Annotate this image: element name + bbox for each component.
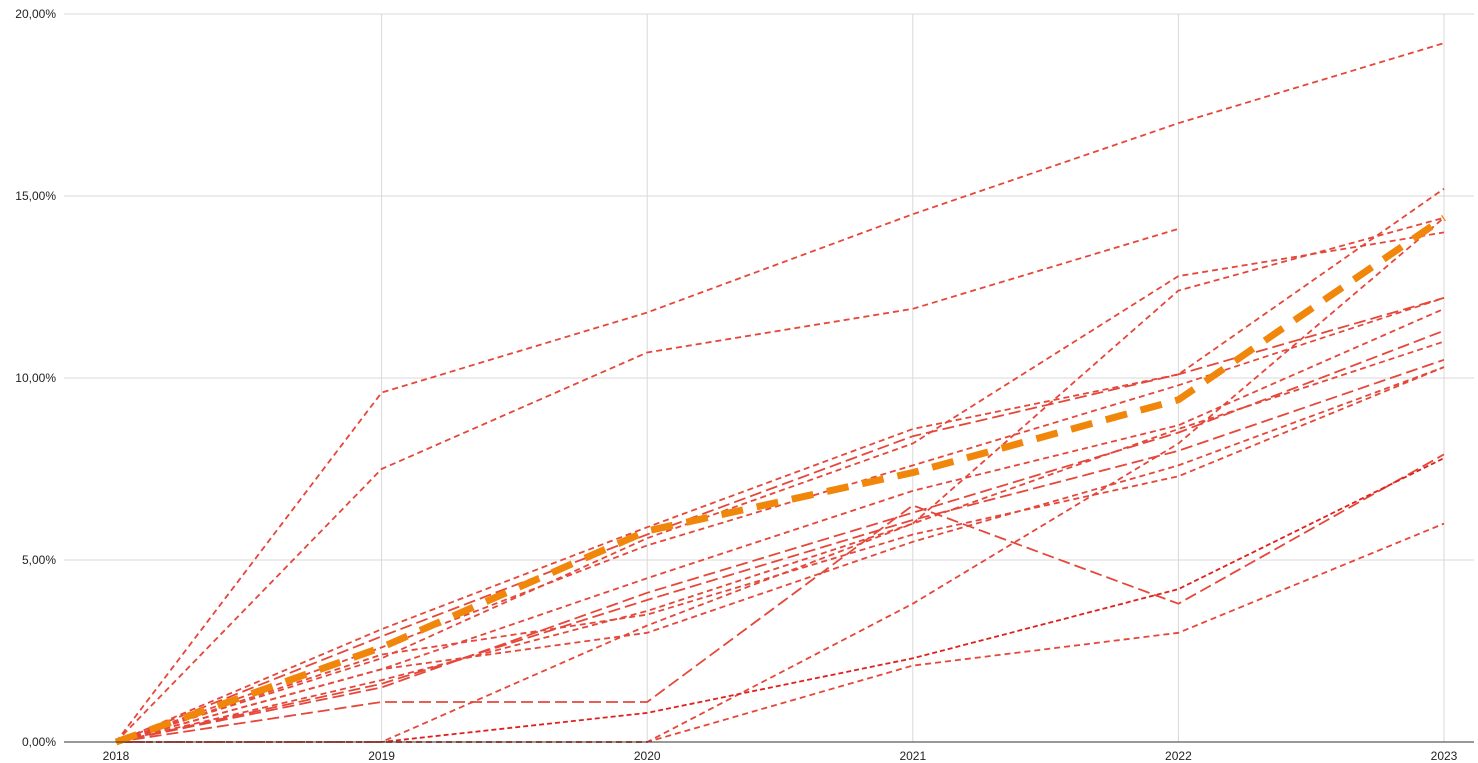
- x-tick-label: 2020: [634, 749, 661, 763]
- y-tick-label: 10,00%: [15, 371, 56, 385]
- series-line: [115, 329, 1445, 743]
- y-tick-label: 20,00%: [15, 7, 56, 21]
- highlight-series-line: [114, 214, 1446, 746]
- y-tick-label: 15,00%: [15, 189, 56, 203]
- y-tick-label: 5,00%: [22, 553, 56, 567]
- x-tick-label: 2022: [1165, 749, 1192, 763]
- grid: [64, 13, 1474, 742]
- series-line: [115, 340, 1445, 743]
- series-line: [115, 453, 1445, 743]
- x-tick-label: 2021: [899, 749, 926, 763]
- series-line: [115, 366, 1445, 743]
- series-line: [115, 297, 1445, 743]
- series-line: [115, 227, 1179, 743]
- series-line: [115, 42, 1445, 743]
- axes: 0,00% 5,00% 10,00% 15,00% 20,00% 2018 2019 2020…: [15, 7, 1474, 763]
- y-tick-label: 0,00%: [22, 735, 56, 749]
- series-line: [116, 457, 1445, 743]
- series-line: [115, 187, 1445, 743]
- x-tick-label: 2018: [103, 749, 130, 763]
- series-line: [115, 297, 1445, 743]
- series-lines: [114, 42, 1446, 746]
- series-line: [115, 231, 1445, 743]
- x-tick-label: 2019: [368, 749, 395, 763]
- series-line: [115, 366, 1445, 743]
- series-line: [115, 358, 1445, 743]
- x-tick-label: 2023: [1431, 749, 1458, 763]
- series-line: [115, 307, 1445, 743]
